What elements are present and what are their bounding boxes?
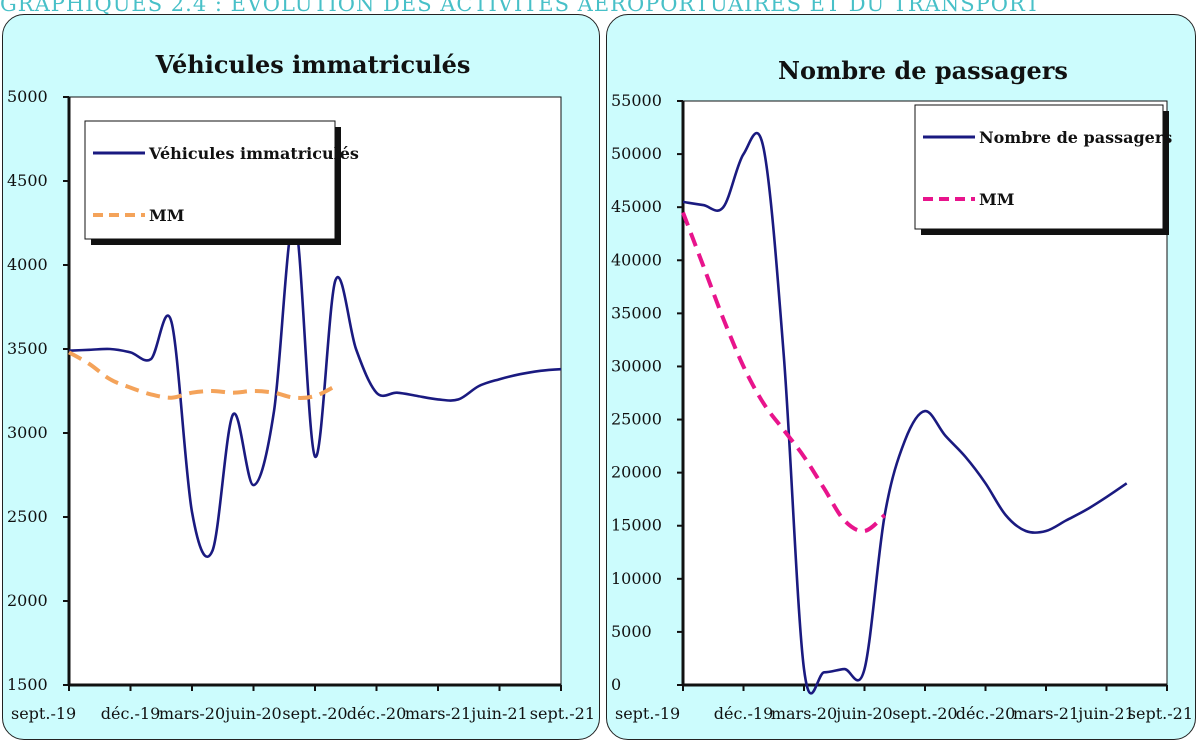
x-tick-label: juin-20 bbox=[223, 704, 281, 723]
x-tick-label: sept.-19 bbox=[615, 704, 680, 723]
x-tick-label: mars-20 bbox=[159, 704, 225, 723]
series-line-main bbox=[68, 218, 562, 558]
legend-box bbox=[914, 104, 1164, 230]
x-tick-label: mars-21 bbox=[1013, 704, 1079, 723]
legend-label: MM bbox=[149, 206, 184, 225]
x-tick-label: déc.-20 bbox=[956, 704, 1016, 723]
y-tick-label: 3000 bbox=[7, 423, 48, 442]
legend-box bbox=[84, 120, 336, 240]
series-line-main bbox=[682, 131, 1128, 695]
y-tick-label: 0 bbox=[611, 675, 621, 694]
x-tick-label: sept.-20 bbox=[282, 704, 347, 723]
legend-label: Véhicules immatriculés bbox=[148, 144, 359, 163]
y-tick-label: 25000 bbox=[611, 410, 662, 429]
legend-label: MM bbox=[979, 190, 1014, 209]
chart-title: Nombre de passagers bbox=[778, 56, 1068, 85]
x-tick-label: juin-21 bbox=[469, 704, 527, 723]
y-tick-label: 55000 bbox=[611, 91, 662, 110]
y-tick-label: 1500 bbox=[7, 675, 48, 694]
page-header: GRAPHIQUES 2.4 : ÉVOLUTION DES ACTIVITÉS… bbox=[0, 0, 1041, 16]
y-tick-label: 35000 bbox=[611, 303, 662, 322]
y-tick-label: 45000 bbox=[611, 197, 662, 216]
vehicles-chart-panel: Véhicules immatriculés 5000 4500 4000 3500 30… bbox=[2, 14, 600, 740]
y-tick-label: 5000 bbox=[7, 87, 48, 106]
x-tick-label: sept.-20 bbox=[892, 704, 957, 723]
vehicles-chart: Véhicules immatriculés 5000 4500 4000 3500 30… bbox=[7, 50, 595, 723]
y-tick-label: 15000 bbox=[611, 516, 662, 535]
x-tick-label: juin-21 bbox=[1076, 704, 1134, 723]
x-tick-label: déc.-20 bbox=[347, 704, 407, 723]
y-tick-label: 4500 bbox=[7, 171, 48, 190]
x-tick-label: déc.-19 bbox=[714, 704, 774, 723]
passengers-chart: Nombre de passagers550005000045000400003… bbox=[611, 56, 1193, 723]
y-tick-label: 2500 bbox=[7, 507, 48, 526]
y-tick-label: 2000 bbox=[7, 591, 48, 610]
y-tick-label: 10000 bbox=[611, 569, 662, 588]
y-tick-label: 30000 bbox=[611, 356, 662, 375]
x-tick-label: juin-20 bbox=[834, 704, 892, 723]
y-tick-label: 4000 bbox=[7, 255, 48, 274]
x-tick-label: déc.-19 bbox=[101, 704, 161, 723]
y-tick-label: 50000 bbox=[611, 144, 662, 163]
x-tick-label: sept.-19 bbox=[11, 704, 76, 723]
x-tick-label: mars-21 bbox=[405, 704, 471, 723]
x-tick-label: mars-20 bbox=[771, 704, 837, 723]
legend-label: Nombre de passagers bbox=[979, 128, 1172, 147]
series-line-mm bbox=[681, 211, 887, 534]
x-tick-label: sept.-21 bbox=[530, 704, 595, 723]
x-tick-label: sept.-21 bbox=[1128, 704, 1193, 723]
series-line-mm bbox=[68, 350, 337, 400]
y-tick-label: 40000 bbox=[611, 250, 662, 269]
passengers-chart-panel: Nombre de passagers 55000 50000 45000 40000 3… bbox=[606, 14, 1196, 740]
y-tick-label: 5000 bbox=[611, 622, 652, 641]
y-tick-label: 3500 bbox=[7, 339, 48, 358]
y-tick-label: 20000 bbox=[611, 463, 662, 482]
chart-title: Véhicules immatriculés bbox=[155, 50, 471, 79]
